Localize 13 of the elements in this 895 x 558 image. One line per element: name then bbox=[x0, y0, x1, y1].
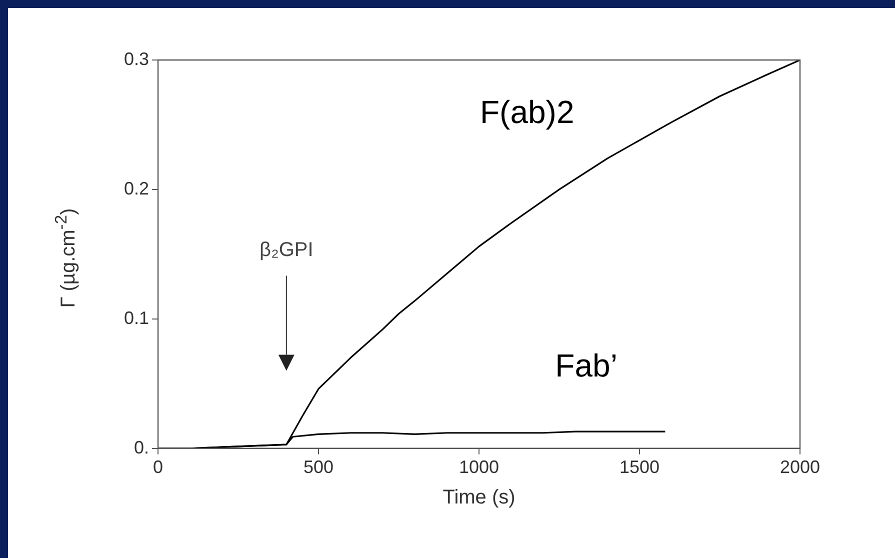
series-label: F(ab)2 bbox=[480, 94, 574, 130]
y-tick-label: 0.2 bbox=[124, 178, 150, 198]
x-tick-label: 2000 bbox=[780, 457, 820, 478]
x-tick-label: 0 bbox=[153, 457, 164, 478]
y-tick-label: 0.3 bbox=[124, 48, 150, 69]
x-tick-label: 500 bbox=[303, 457, 334, 478]
x-axis-title: Time (s) bbox=[442, 486, 516, 509]
annotation: β₂GPI bbox=[260, 239, 314, 262]
x-tick-label: 1500 bbox=[619, 457, 660, 478]
series-label: Fab’ bbox=[555, 347, 618, 384]
y-tick-label: 0.1 bbox=[124, 308, 150, 328]
x-tick-label: 1000 bbox=[458, 457, 500, 478]
y-tick-label: 0. bbox=[134, 437, 150, 458]
